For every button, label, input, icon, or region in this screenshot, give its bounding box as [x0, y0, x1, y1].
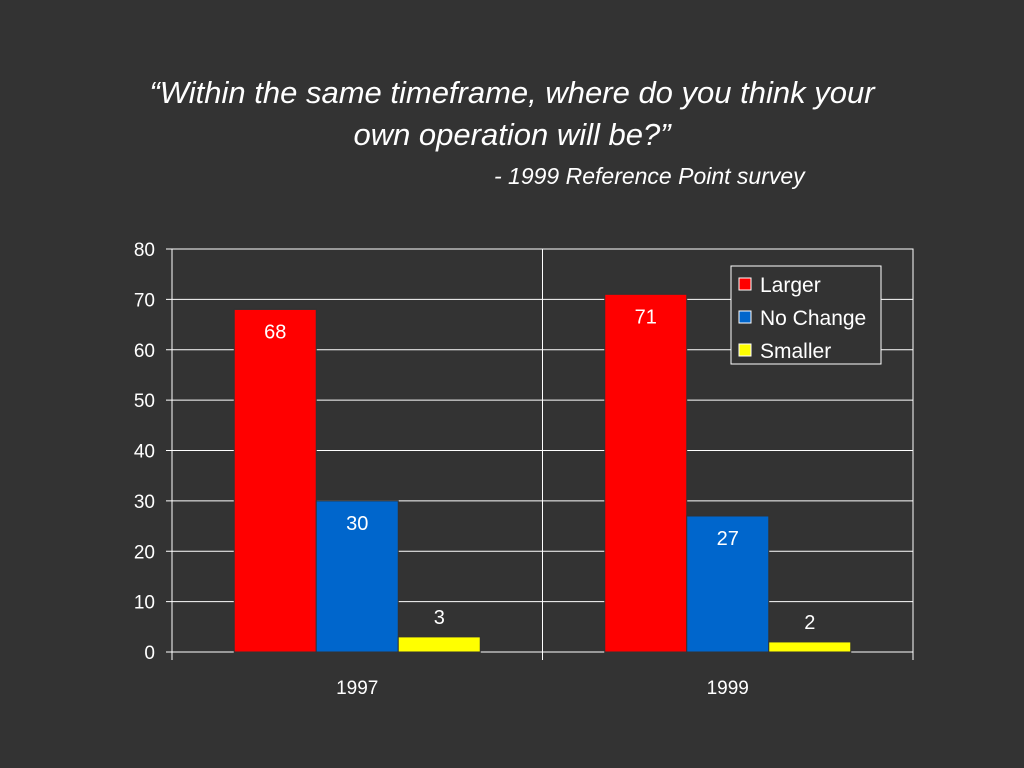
data-label: 3: [434, 607, 445, 629]
data-label: 30: [346, 513, 368, 535]
legend-label: Larger: [760, 274, 821, 297]
bar-larger-1997: [233, 308, 317, 653]
y-tick-label: 10: [134, 593, 155, 614]
y-tick-label: 40: [134, 442, 155, 463]
legend-label: No Change: [760, 307, 866, 330]
bar-smaller-1999: [768, 641, 852, 653]
y-tick-label: 70: [134, 290, 155, 311]
data-label: 2: [804, 612, 815, 634]
x-tick-label: 1999: [707, 678, 749, 699]
bar-no-change-1997: [315, 500, 399, 653]
bar-larger-1999: [604, 293, 688, 653]
legend-label: Smaller: [760, 340, 831, 363]
chart-title-line-2: own operation will be?”: [353, 117, 671, 152]
y-tick-label: 50: [134, 391, 155, 412]
y-tick-label: 20: [134, 542, 155, 563]
data-label: 68: [264, 321, 286, 343]
legend-swatch: [738, 343, 752, 357]
x-tick-label: 1997: [336, 678, 378, 699]
y-tick-label: 30: [134, 492, 155, 513]
legend-swatch: [738, 310, 752, 324]
y-tick-label: 80: [134, 240, 155, 261]
chart-subtitle: - 1999 Reference Point survey: [494, 163, 805, 189]
chart-title-line-1: “Within the same timeframe, where do you…: [149, 75, 875, 110]
y-tick-label: 0: [144, 643, 155, 664]
legend-box: [730, 265, 882, 365]
bar-smaller-1997: [397, 636, 481, 653]
bar-no-change-1999: [686, 515, 770, 653]
legend-swatch: [738, 277, 752, 291]
data-label: 27: [717, 528, 739, 550]
chart-title: “Within the same timeframe, where do you…: [0, 72, 1024, 156]
data-label: 71: [635, 306, 657, 328]
y-tick-label: 60: [134, 341, 155, 362]
